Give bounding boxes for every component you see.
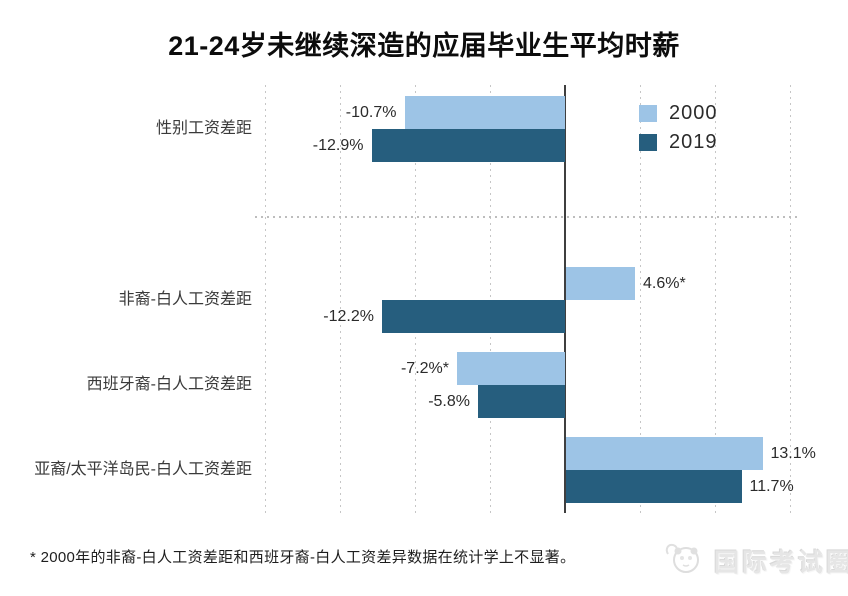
panda-logo-icon [664, 540, 706, 581]
footnote: * 2000年的非裔-白人工资差距和西班牙裔-白人工资差异数据在统计学上不显著。 [30, 549, 576, 566]
legend-item-2019: 2019 [639, 131, 718, 154]
gridline--10pct [415, 85, 416, 513]
chart-title: 21-24岁未继续深造的应届毕业生平均时薪 [168, 31, 680, 61]
legend-swatch-2000 [639, 105, 657, 122]
legend-item-2000: 2000 [639, 102, 718, 125]
gridline--15pct [340, 85, 341, 513]
watermark-text: 国际考试圈 [714, 548, 848, 577]
bar-2000 [566, 437, 763, 470]
category-label: 西班牙裔-白人工资差距 [86, 376, 252, 393]
bar-2000 [566, 267, 635, 300]
gridline-5pct [640, 85, 641, 513]
bar-2019 [371, 129, 565, 162]
bar-value-label: -10.7% [345, 103, 397, 121]
watermark: 国际考试圈 [664, 540, 848, 581]
bar-value-label: -12.9% [312, 136, 364, 154]
gridline--20pct [265, 85, 266, 513]
group-separator-line [255, 216, 798, 218]
bar-value-label: -5.8% [428, 392, 470, 410]
bar-2000 [457, 352, 565, 385]
bar-value-label: -12.2% [323, 307, 374, 325]
zero-axis-line [564, 85, 566, 513]
bar-value-label: 13.1% [770, 444, 816, 462]
category-label: 非裔-白人工资差距 [118, 291, 252, 308]
gridline-15pct [790, 85, 791, 513]
legend: 2000 2019 [639, 102, 718, 154]
bar-2000 [404, 96, 565, 129]
category-label: 亚裔/太平洋岛民-白人工资差距 [34, 461, 252, 478]
bar-2019 [382, 300, 565, 333]
category-label: 性别工资差距 [155, 120, 252, 137]
legend-swatch-2019 [639, 134, 657, 151]
gridline--5pct [490, 85, 491, 513]
legend-label-2000: 2000 [669, 102, 718, 124]
bar-2019 [566, 470, 742, 503]
gridline-10pct [715, 85, 716, 513]
legend-label-2019: 2019 [669, 131, 718, 153]
bar-value-label: 4.6%* [643, 274, 686, 292]
bar-2019 [478, 385, 565, 418]
bar-value-label: 11.7% [749, 477, 794, 495]
bar-value-label: -7.2%* [400, 359, 449, 377]
